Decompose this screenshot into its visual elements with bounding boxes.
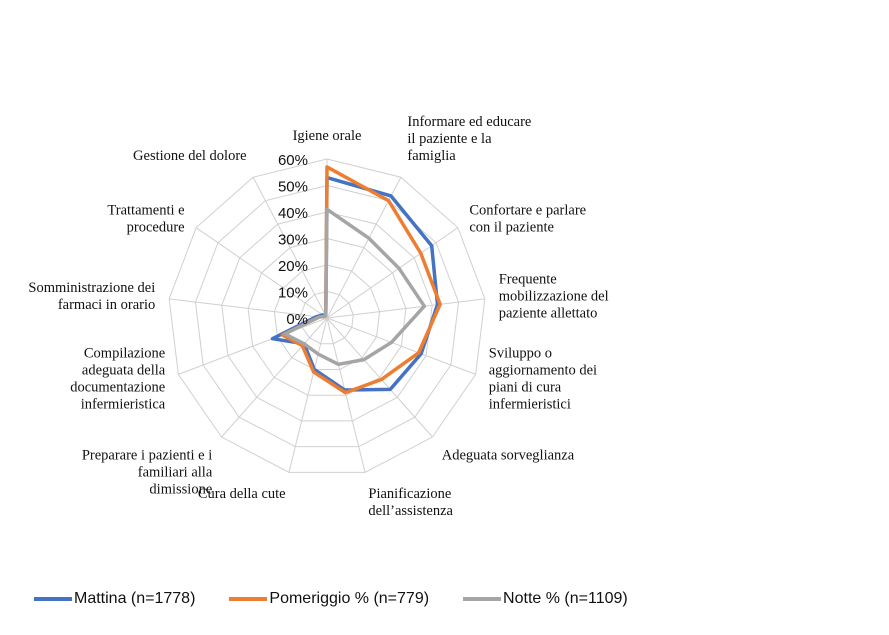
radar-chart: 0% 10% 20% 30% 40% 50% 60% Igiene orale Informar…	[28, 114, 609, 519]
grid-spoke	[326, 298, 485, 319]
tick-label: 20%	[278, 258, 308, 275]
category-label: Adeguata sorveglianza	[442, 447, 575, 463]
grid-ring	[221, 211, 433, 422]
legend: Mattina (n=1778) Pomeriggio % (n=779) No…	[34, 590, 662, 608]
grid-spoke	[326, 317, 433, 438]
legend-item-pomeriggio: Pomeriggio % (n=779)	[229, 590, 429, 608]
tick-label: 40%	[278, 205, 308, 222]
tick-label: 30%	[278, 232, 308, 249]
category-label: Somministrazione dei farmaci in orario	[28, 280, 155, 313]
grid-spoke	[326, 317, 476, 375]
grid-spoke	[252, 176, 328, 319]
legend-swatch-pomeriggio	[229, 597, 268, 601]
tick-label: 10%	[278, 285, 308, 302]
category-label: Trattamenti e procedure	[107, 203, 184, 236]
grid-ring	[247, 237, 407, 396]
category-label: Preparare i pazienti e i familiari alla di…	[82, 447, 213, 497]
grid-ring	[168, 158, 486, 473]
grid-ring	[300, 290, 354, 345]
grid-spoke	[195, 227, 328, 319]
tick-label: 0%	[286, 311, 308, 328]
legend-item-notte: Notte % (n=1109)	[463, 590, 628, 608]
category-label: Compilazione adeguata della documentazione…	[70, 345, 166, 412]
category-label: Informare ed educare il paziente e la fami…	[407, 114, 531, 164]
grid-spoke	[326, 317, 366, 473]
tick-label: 50%	[278, 179, 308, 196]
category-label: Frequente mobilizzazione del paziente alle…	[499, 272, 609, 322]
grid-spoke	[326, 176, 402, 319]
legend-label-pomeriggio: Pomeriggio % (n=779)	[269, 590, 430, 607]
category-label: Gestione del dolore	[133, 148, 247, 164]
legend-item-mattina: Mattina (n=1778)	[34, 590, 195, 608]
category-label: Confortare e parlare con il paziente	[469, 203, 586, 236]
grid-spoke	[326, 227, 459, 319]
legend-swatch-mattina	[34, 597, 72, 601]
category-label: Igiene orale	[293, 128, 362, 144]
legend-label-mattina: Mattina (n=1778)	[74, 590, 196, 607]
grid-ring	[273, 264, 381, 370]
category-label: Cura della cute	[198, 486, 286, 502]
legend-swatch-notte	[463, 597, 502, 601]
grid-spoke	[178, 317, 328, 375]
category-label: Pianificazione dell’assistenza	[368, 486, 453, 519]
grid-spoke	[221, 317, 328, 438]
series-line-2	[283, 207, 427, 367]
tick-label: 60%	[278, 152, 308, 169]
grid-spoke	[288, 317, 328, 473]
category-label: Sviluppo o aggiornamento dei piani di cura…	[489, 345, 597, 412]
grid-ring	[194, 184, 460, 448]
legend-label-notte: Notte % (n=1109)	[503, 590, 628, 607]
grid-spoke	[169, 298, 328, 319]
